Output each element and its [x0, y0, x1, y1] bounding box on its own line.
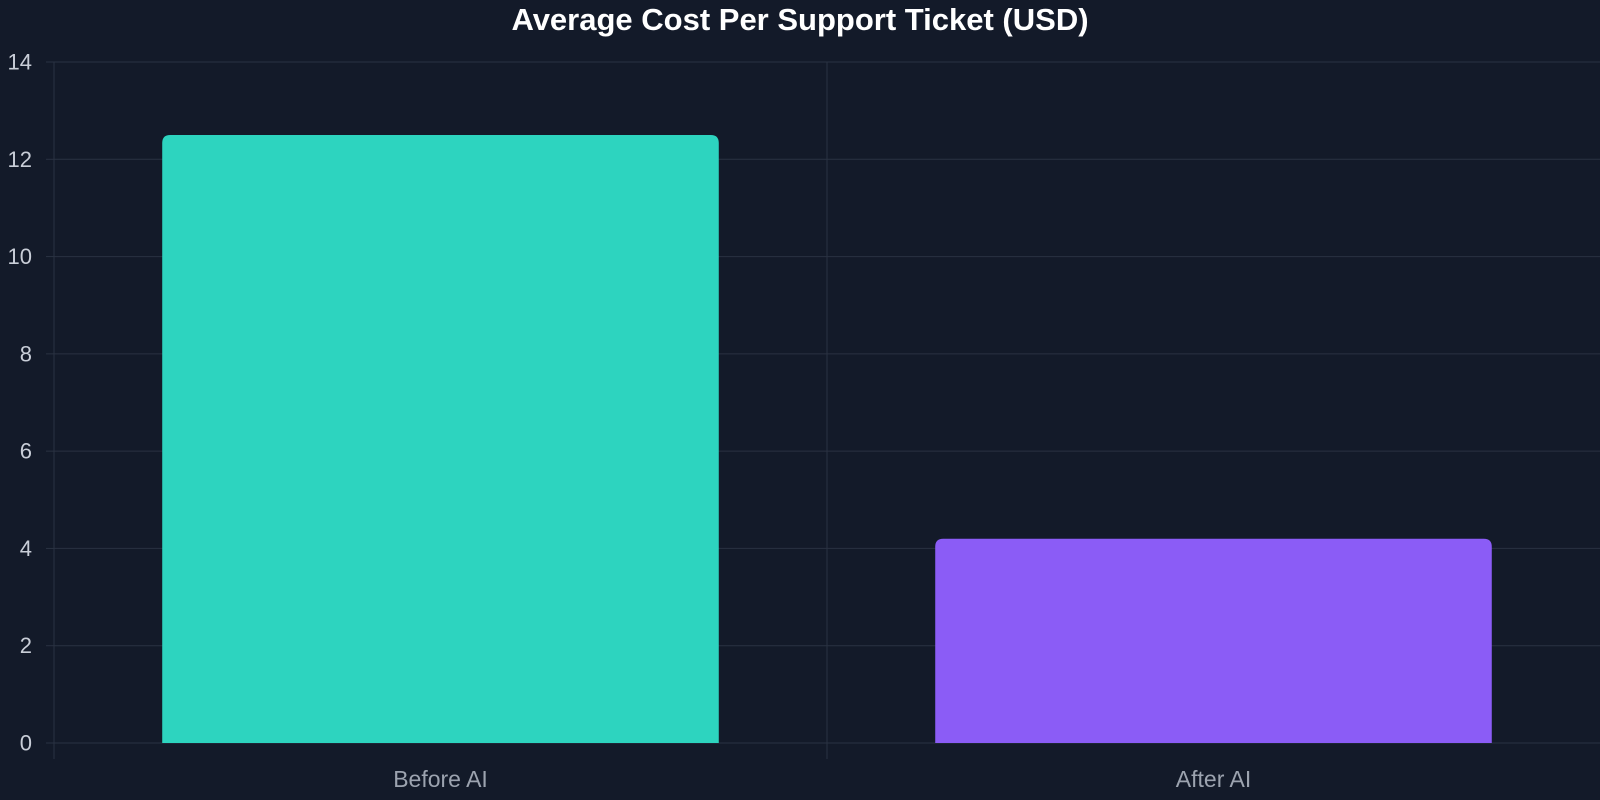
- bar-after-ai: [935, 538, 1492, 743]
- y-tick-label: 6: [20, 439, 32, 464]
- chart-title: Average Cost Per Support Ticket (USD): [511, 2, 1089, 37]
- y-tick-label: 10: [8, 244, 32, 269]
- y-tick-label: 4: [20, 536, 32, 561]
- x-tick-label: After AI: [1176, 766, 1251, 792]
- bar-before-ai: [162, 134, 719, 743]
- x-tick-label: Before AI: [393, 766, 488, 792]
- y-tick-label: 0: [20, 731, 32, 756]
- y-tick-label: 14: [8, 50, 32, 75]
- y-tick-label: 8: [20, 341, 32, 366]
- y-tick-label: 2: [20, 633, 32, 658]
- y-tick-label: 12: [8, 147, 32, 172]
